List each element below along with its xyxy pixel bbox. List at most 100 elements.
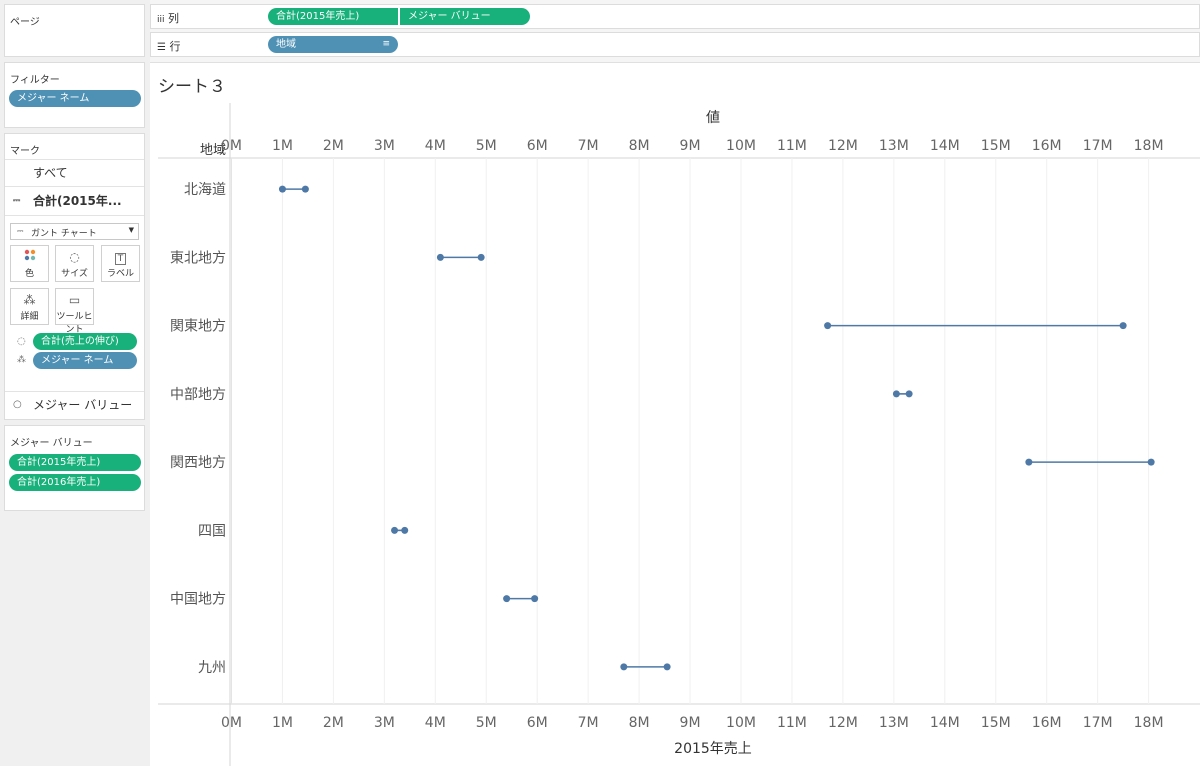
columns-shelf[interactable]: iii 列 合計(2015年売上) メジャー バリュー [150,4,1200,29]
detail-pill[interactable]: メジャー ネーム [33,352,137,369]
top-tick-label: 0M [221,138,242,154]
marks-tab-measure-values[interactable]: ○ メジャー バリュー [5,391,144,419]
label-button-label: ラベル [106,269,134,279]
detail-encoding-icon: ⁂ [17,355,26,365]
bottom-tick-label: 5M [476,715,497,731]
measure-value-pill-2015[interactable]: 合計(2015年売上) [9,454,141,471]
mark-type-dropdown[interactable]: ⎓ ガント チャート ▼ [10,223,139,240]
top-tick-label: 9M [680,138,701,154]
bottom-axis-title: 2015年売上 [674,741,752,757]
detail-button[interactable]: ⁂ 詳細 [10,288,49,325]
top-tick-label: 11M [777,138,807,154]
marks-card: マーク すべて ⎓ 合計(2015年... ⎓ ガント チャート ▼ 色 ◌ サ… [4,133,145,420]
bottom-tick-label: 4M [425,715,446,731]
bottom-tick-label: 2M [323,715,344,731]
color-button[interactable]: 色 [10,245,49,282]
category-label: 北海道 [184,182,226,198]
gantt-point-2015 [824,322,832,330]
detail-button-label: 詳細 [20,312,39,322]
columns-label-text: 列 [168,12,180,25]
mark-type-value: ガント チャート [31,229,97,239]
bottom-tick-label: 12M [828,715,858,731]
bottom-tick-label: 11M [777,715,807,731]
top-axis-title: 値 [706,110,720,126]
top-tick-label: 12M [828,138,858,154]
category-label: 中国地方 [170,592,226,608]
size-pill[interactable]: 合計(売上の伸び) [33,333,137,350]
bottom-tick-label: 14M [930,715,960,731]
filters-card[interactable]: フィルター メジャー ネーム [4,62,145,128]
bottom-tick-label: 6M [527,715,548,731]
top-tick-label: 3M [374,138,395,154]
tooltip-button[interactable]: ▭ ツールヒント [55,288,94,335]
rows-pill-region[interactable]: 地域 ≡ [268,36,398,53]
circle-icon: ○ [13,399,22,410]
bottom-tick-label: 17M [1083,715,1113,731]
category-label: 関東地方 [170,319,226,335]
top-tick-label: 8M [629,138,650,154]
bottom-tick-label: 7M [578,715,599,731]
top-tick-label: 16M [1032,138,1062,154]
worksheet: シート３ 値 2015年売上 地域 0M 0M 1M 1M 2M 2M 3M 3M 4M 4M 5M 5M 6… [150,62,1200,766]
category-label: 四国 [198,523,226,539]
filter-pill-measure-names[interactable]: メジャー ネーム [9,90,141,107]
gantt-point-2016 [477,253,485,261]
tooltip-button-label: ツールヒント [56,312,93,335]
pages-card-title: ページ [10,17,40,28]
size-button[interactable]: ◌ サイズ [55,245,94,282]
top-tick-label: 13M [879,138,909,154]
gantt-point-2015 [391,526,399,534]
gantt-point-2016 [301,185,309,193]
top-tick-label: 2M [323,138,344,154]
gantt-icon: ⎓ [13,196,21,206]
label-button[interactable]: T ラベル [101,245,140,282]
left-panel: ページ フィルター メジャー ネーム マーク すべて ⎓ 合計(2015年...… [0,0,150,766]
pages-card[interactable]: ページ [4,4,145,57]
gantt-point-2016 [1147,458,1155,466]
bottom-tick-label: 8M [629,715,650,731]
gantt-point-2015 [278,185,286,193]
top-tick-label: 18M [1134,138,1164,154]
size-encoding-icon: ◌ [17,336,26,347]
gantt-point-2016 [905,390,913,398]
top-tick-label: 7M [578,138,599,154]
rows-shelf[interactable]: ☰ 行 地域 ≡ [150,32,1200,57]
category-label: 東北地方 [170,250,226,266]
gantt-point-2015 [503,595,511,603]
columns-pill-2015-sales[interactable]: 合計(2015年売上) [268,8,398,25]
top-tick-label: 1M [272,138,293,154]
marks-tab-all[interactable]: すべて [5,159,144,187]
bottom-tick-label: 3M [374,715,395,731]
top-tick-label: 14M [930,138,960,154]
color-button-label: 色 [24,269,34,279]
sort-icon: ≡ [382,39,390,49]
bottom-tick-label: 16M [1032,715,1062,731]
bottom-tick-label: 13M [879,715,909,731]
gantt-point-2015 [620,663,628,671]
top-tick-label: 6M [527,138,548,154]
marks-tab-selected-label: 合計(2015年... [33,194,122,208]
measure-value-pill-2016[interactable]: 合計(2016年売上) [9,474,141,491]
marks-tab-selected[interactable]: ⎓ 合計(2015年... [5,188,144,216]
chevron-down-icon: ▼ [128,226,134,234]
gantt-small-icon: ⎓ [17,226,24,235]
gantt-point-2016 [531,595,539,603]
top-tick-label: 17M [1083,138,1113,154]
bottom-tick-label: 18M [1134,715,1164,731]
category-label: 関西地方 [170,455,226,471]
category-label: 中部地方 [170,387,226,403]
gantt-point-2016 [663,663,671,671]
tooltip-bubble-icon: ▭ [68,293,81,307]
color-dots-icon [11,246,48,266]
gantt-chart[interactable]: 値2015年売上地域0M0M1M1M2M2M3M3M4M4M5M5M6M6M7M… [150,63,1200,766]
bottom-tick-label: 0M [221,715,242,731]
columns-pill-measure-values[interactable]: メジャー バリュー [400,8,530,25]
measure-values-card-title: メジャー バリュー [10,438,93,449]
gantt-point-2015 [892,390,900,398]
detail-dots-icon: ⁂ [23,293,36,307]
top-tick-label: 15M [981,138,1011,154]
measure-values-card: メジャー バリュー 合計(2015年売上) 合計(2016年売上) [4,425,145,511]
gantt-point-2016 [1119,322,1127,330]
rows-icon: ☰ [157,42,166,53]
gantt-point-2015 [436,253,444,261]
